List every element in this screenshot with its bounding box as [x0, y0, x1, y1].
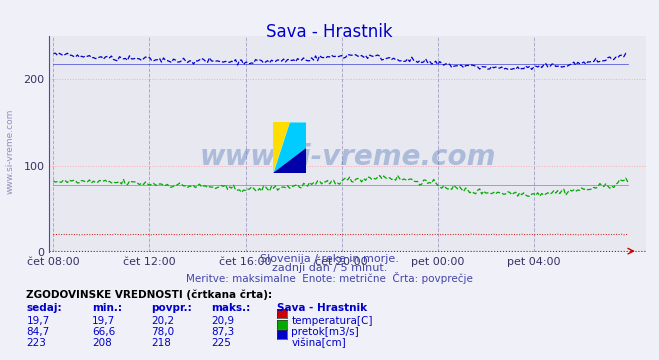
Text: 87,3: 87,3: [211, 327, 234, 337]
Text: www.si-vreme.com: www.si-vreme.com: [5, 108, 14, 194]
Text: min.:: min.:: [92, 303, 123, 314]
Text: temperatura[C]: temperatura[C]: [291, 316, 373, 326]
Text: Meritve: maksimalne  Enote: metrične  Črta: povprečje: Meritve: maksimalne Enote: metrične Črta…: [186, 272, 473, 284]
Text: povpr.:: povpr.:: [152, 303, 192, 314]
Text: ZGODOVINSKE VREDNOSTI (črtkana črta):: ZGODOVINSKE VREDNOSTI (črtkana črta):: [26, 290, 272, 300]
Text: 208: 208: [92, 338, 112, 348]
Text: sedaj:: sedaj:: [26, 303, 62, 314]
Text: 225: 225: [211, 338, 231, 348]
Text: www.si-vreme.com: www.si-vreme.com: [200, 143, 496, 171]
Text: Sava - Hrastnik: Sava - Hrastnik: [266, 23, 393, 41]
Text: višina[cm]: višina[cm]: [291, 338, 346, 348]
Text: 19,7: 19,7: [26, 316, 49, 326]
Polygon shape: [273, 148, 306, 173]
Text: 19,7: 19,7: [92, 316, 115, 326]
Text: Sava - Hrastnik: Sava - Hrastnik: [277, 303, 367, 314]
Text: Slovenija / reke in morje.: Slovenija / reke in morje.: [260, 254, 399, 264]
Polygon shape: [273, 122, 306, 173]
Polygon shape: [273, 122, 290, 173]
Text: 78,0: 78,0: [152, 327, 175, 337]
Text: 66,6: 66,6: [92, 327, 115, 337]
Text: 223: 223: [26, 338, 46, 348]
Text: 84,7: 84,7: [26, 327, 49, 337]
Text: 20,2: 20,2: [152, 316, 175, 326]
Text: zadnji dan / 5 minut.: zadnji dan / 5 minut.: [272, 263, 387, 273]
Text: pretok[m3/s]: pretok[m3/s]: [291, 327, 359, 337]
Text: maks.:: maks.:: [211, 303, 250, 314]
Text: 20,9: 20,9: [211, 316, 234, 326]
Text: 218: 218: [152, 338, 171, 348]
